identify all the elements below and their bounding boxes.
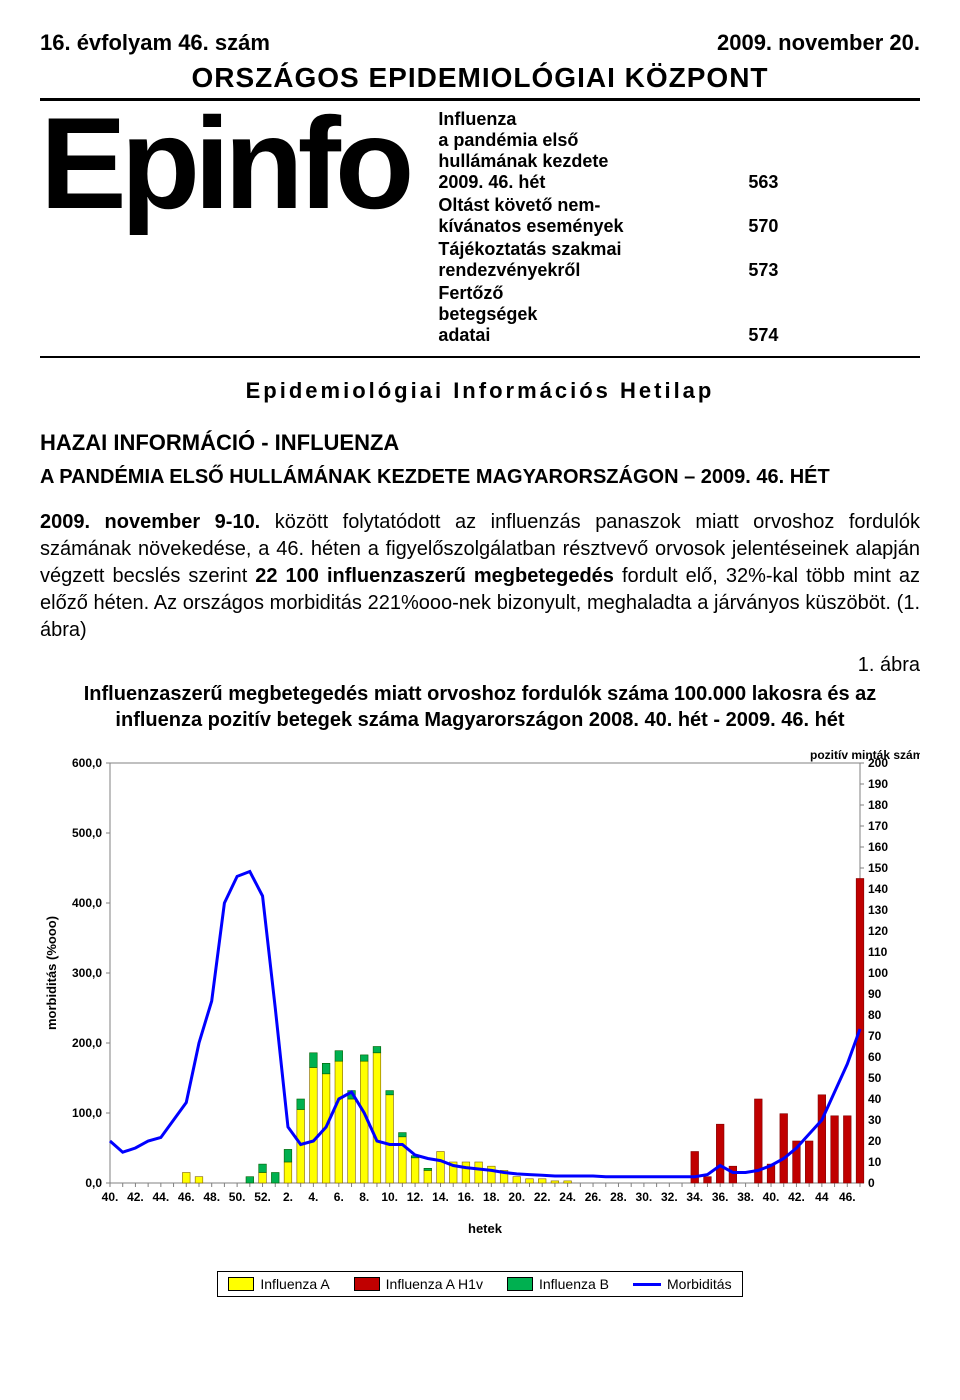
svg-text:36.: 36. — [712, 1190, 729, 1204]
svg-text:48.: 48. — [203, 1190, 220, 1204]
chart-title: Influenzaszerű megbetegedés miatt orvosh… — [60, 681, 900, 733]
svg-text:90: 90 — [868, 987, 882, 1001]
toc-page: 573 — [748, 260, 778, 281]
svg-text:600,0: 600,0 — [72, 756, 102, 770]
svg-text:38.: 38. — [737, 1190, 754, 1204]
svg-text:140: 140 — [868, 882, 888, 896]
svg-text:120: 120 — [868, 924, 888, 938]
svg-text:180: 180 — [868, 798, 888, 812]
legend-label: Influenza A H1v — [386, 1276, 483, 1292]
svg-text:pozitív minták száma: pozitív minták száma — [810, 748, 920, 762]
svg-text:24.: 24. — [559, 1190, 576, 1204]
svg-text:30.: 30. — [636, 1190, 653, 1204]
legend-item: Influenza A H1v — [354, 1276, 483, 1292]
legend-swatch — [507, 1277, 533, 1291]
toc-page: 570 — [748, 216, 778, 237]
svg-text:hetek: hetek — [468, 1221, 503, 1236]
legend-item: Morbiditás — [633, 1276, 732, 1292]
svg-text:20.: 20. — [508, 1190, 525, 1204]
figure-number: 1. ábra — [40, 654, 920, 677]
svg-text:16.: 16. — [458, 1190, 475, 1204]
section-title: HAZAI INFORMÁCIÓ - INFLUENZA — [40, 430, 920, 456]
svg-text:8.: 8. — [359, 1190, 369, 1204]
chart-legend: Influenza A Influenza A H1v Influenza B Mor… — [217, 1271, 742, 1297]
svg-text:0,0: 0,0 — [85, 1176, 102, 1190]
publish-date: 2009. november 20. — [717, 30, 920, 56]
svg-text:70: 70 — [868, 1029, 882, 1043]
legend-item: Influenza B — [507, 1276, 609, 1292]
svg-text:50: 50 — [868, 1071, 882, 1085]
toc-label: Tájékoztatás szakmairendezvényekről — [438, 239, 621, 281]
section-subtitle: A PANDÉMIA ELSŐ HULLÁMÁNAK KEZDETE MAGYA… — [40, 466, 920, 489]
newsletter-subtitle: Epidemiológiai Információs Hetilap — [40, 378, 920, 404]
legend-label: Influenza B — [539, 1276, 609, 1292]
svg-text:20: 20 — [868, 1134, 882, 1148]
svg-text:190: 190 — [868, 777, 888, 791]
svg-text:300,0: 300,0 — [72, 966, 102, 980]
svg-text:160: 160 — [868, 840, 888, 854]
legend-swatch — [228, 1277, 254, 1291]
toc-item: Influenzaa pandémia elsőhullámának kezde… — [438, 109, 778, 193]
svg-text:170: 170 — [868, 819, 888, 833]
svg-text:morbiditás (%ooo): morbiditás (%ooo) — [44, 916, 59, 1030]
svg-text:44.: 44. — [153, 1190, 170, 1204]
svg-text:10.: 10. — [381, 1190, 398, 1204]
svg-text:500,0: 500,0 — [72, 826, 102, 840]
svg-text:12.: 12. — [407, 1190, 424, 1204]
toc-label: Influenzaa pandémia elsőhullámának kezde… — [438, 109, 608, 193]
svg-text:110: 110 — [868, 945, 888, 959]
svg-text:46.: 46. — [178, 1190, 195, 1204]
svg-text:40.: 40. — [763, 1190, 780, 1204]
svg-text:100: 100 — [868, 966, 888, 980]
svg-text:46.: 46. — [839, 1190, 856, 1204]
svg-text:44: 44 — [815, 1190, 829, 1204]
svg-text:18.: 18. — [483, 1190, 500, 1204]
legend-label: Morbiditás — [667, 1276, 732, 1292]
svg-text:60: 60 — [868, 1050, 882, 1064]
svg-text:400,0: 400,0 — [72, 896, 102, 910]
svg-text:10: 10 — [868, 1155, 882, 1169]
svg-text:0: 0 — [868, 1176, 875, 1190]
svg-text:42.: 42. — [127, 1190, 144, 1204]
svg-text:40.: 40. — [102, 1190, 119, 1204]
chart-svg: 0,0 100,0 200,0 300,0 400,0 500,0 600,0 morbidi… — [40, 743, 920, 1243]
svg-text:26.: 26. — [585, 1190, 602, 1204]
legend-label: Influenza A — [260, 1276, 329, 1292]
toc-item: Tájékoztatás szakmairendezvényekről 573 — [438, 239, 778, 281]
svg-text:30: 30 — [868, 1113, 882, 1127]
legend-swatch — [633, 1283, 661, 1286]
toc-page: 574 — [748, 325, 778, 346]
svg-text:42.: 42. — [788, 1190, 805, 1204]
svg-text:4.: 4. — [308, 1190, 318, 1204]
toc-page: 563 — [748, 172, 778, 193]
toc-item: Fertőzőbetegségekadatai 574 — [438, 283, 778, 346]
svg-text:32.: 32. — [661, 1190, 678, 1204]
svg-text:150: 150 — [868, 861, 888, 875]
header-row: 16. évfolyam 46. szám 2009. november 20. — [40, 30, 920, 56]
svg-text:100,0: 100,0 — [72, 1106, 102, 1120]
body-paragraph: 2009. november 9-10. között folytatódott… — [40, 509, 920, 644]
svg-text:34.: 34. — [686, 1190, 703, 1204]
toc-label: Fertőzőbetegségekadatai — [438, 283, 537, 346]
chart: 0,0 100,0 200,0 300,0 400,0 500,0 600,0 morbidi… — [40, 743, 920, 1263]
divider — [40, 356, 920, 358]
toc-item: Oltást követő nem-kívánatos események 570 — [438, 195, 778, 237]
svg-text:52.: 52. — [254, 1190, 271, 1204]
volume-issue: 16. évfolyam 46. szám — [40, 30, 270, 56]
svg-text:28.: 28. — [610, 1190, 627, 1204]
svg-text:50.: 50. — [229, 1190, 246, 1204]
logo-text: Epinfo — [40, 105, 408, 222]
svg-text:2.: 2. — [283, 1190, 293, 1204]
legend-item: Influenza A — [228, 1276, 329, 1292]
svg-text:200,0: 200,0 — [72, 1036, 102, 1050]
svg-text:6.: 6. — [334, 1190, 344, 1204]
legend-swatch — [354, 1277, 380, 1291]
svg-text:130: 130 — [868, 903, 888, 917]
svg-text:40: 40 — [868, 1092, 882, 1106]
svg-text:80: 80 — [868, 1008, 882, 1022]
svg-text:22.: 22. — [534, 1190, 551, 1204]
svg-text:14.: 14. — [432, 1190, 449, 1204]
table-of-contents: Influenzaa pandémia elsőhullámának kezde… — [438, 109, 778, 348]
toc-label: Oltást követő nem-kívánatos események — [438, 195, 623, 237]
